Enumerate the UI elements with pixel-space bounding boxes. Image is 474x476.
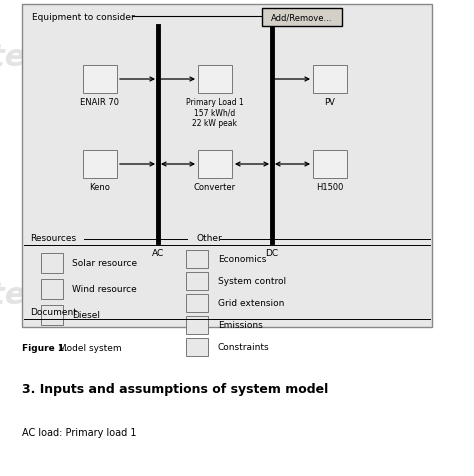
Text: Economics: Economics: [218, 255, 266, 264]
FancyBboxPatch shape: [186, 317, 208, 334]
Text: Keno: Keno: [90, 183, 110, 192]
FancyBboxPatch shape: [41, 253, 63, 273]
Text: Solar resource: Solar resource: [72, 259, 137, 268]
Text: System control: System control: [218, 277, 286, 286]
FancyBboxPatch shape: [83, 151, 117, 178]
FancyBboxPatch shape: [186, 338, 208, 356]
Text: Equipment to consider: Equipment to consider: [32, 12, 135, 21]
Text: Add/Remove...: Add/Remove...: [271, 13, 333, 22]
Text: Diesel: Diesel: [72, 311, 100, 320]
FancyBboxPatch shape: [22, 5, 432, 327]
Text: Wind resource: Wind resource: [72, 285, 137, 294]
FancyBboxPatch shape: [198, 66, 232, 94]
Text: Model system: Model system: [56, 343, 122, 352]
Text: 3. Inputs and assumptions of system model: 3. Inputs and assumptions of system mode…: [22, 382, 328, 395]
Text: AC: AC: [152, 248, 164, 258]
FancyBboxPatch shape: [313, 66, 347, 94]
Text: IntechOpen: IntechOpen: [0, 43, 156, 71]
Text: PV: PV: [325, 98, 336, 107]
FancyBboxPatch shape: [313, 151, 347, 178]
Text: Resources: Resources: [30, 234, 76, 242]
FancyBboxPatch shape: [41, 279, 63, 299]
Text: Primary Load 1
157 kWh/d
22 kW peak: Primary Load 1 157 kWh/d 22 kW peak: [186, 98, 244, 128]
FancyBboxPatch shape: [41, 306, 63, 325]
FancyBboxPatch shape: [198, 151, 232, 178]
Text: ENAIR 70: ENAIR 70: [81, 98, 119, 107]
FancyBboxPatch shape: [262, 9, 342, 27]
Text: Figure 1.: Figure 1.: [22, 343, 67, 352]
Text: Document: Document: [30, 307, 77, 317]
Text: Grid extension: Grid extension: [218, 299, 284, 308]
FancyBboxPatch shape: [186, 250, 208, 268]
Text: Converter: Converter: [194, 183, 236, 192]
Text: Constraints: Constraints: [218, 343, 270, 352]
Text: IntechOpen: IntechOpen: [162, 281, 360, 309]
Text: IntechOpen: IntechOpen: [0, 281, 156, 309]
Text: DC: DC: [265, 248, 279, 258]
FancyBboxPatch shape: [186, 272, 208, 290]
Text: AC load: Primary load 1: AC load: Primary load 1: [22, 427, 137, 437]
Text: H1500: H1500: [316, 183, 344, 192]
Text: Other: Other: [197, 234, 223, 242]
Text: IntechOpen: IntechOpen: [162, 43, 360, 71]
Text: Emissions: Emissions: [218, 321, 263, 330]
FancyBboxPatch shape: [83, 66, 117, 94]
FancyBboxPatch shape: [186, 294, 208, 312]
